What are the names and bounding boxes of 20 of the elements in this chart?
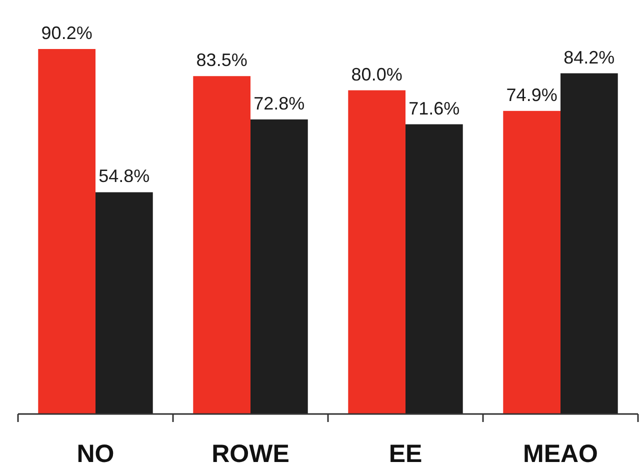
data-label: 80.0% (351, 64, 402, 84)
data-label: 83.5% (196, 50, 248, 70)
bar (250, 119, 308, 414)
data-label: 72.8% (254, 93, 305, 114)
x-tick-label: NO (76, 440, 114, 464)
bar (193, 76, 250, 414)
x-tick-label: MEAO (523, 440, 598, 464)
bar (38, 49, 96, 414)
data-label: 84.2% (564, 47, 615, 68)
bar (503, 110, 560, 414)
data-label: 90.2% (41, 23, 92, 43)
data-label: 74.9% (506, 84, 558, 105)
bar (96, 192, 153, 414)
x-tick-label: ROWE (212, 440, 290, 464)
x-tick-label: EE (388, 440, 422, 464)
bar (348, 90, 406, 414)
data-label: 54.8% (98, 166, 150, 186)
bar (406, 124, 463, 414)
bar (560, 73, 618, 414)
data-label: 71.6% (408, 98, 460, 118)
